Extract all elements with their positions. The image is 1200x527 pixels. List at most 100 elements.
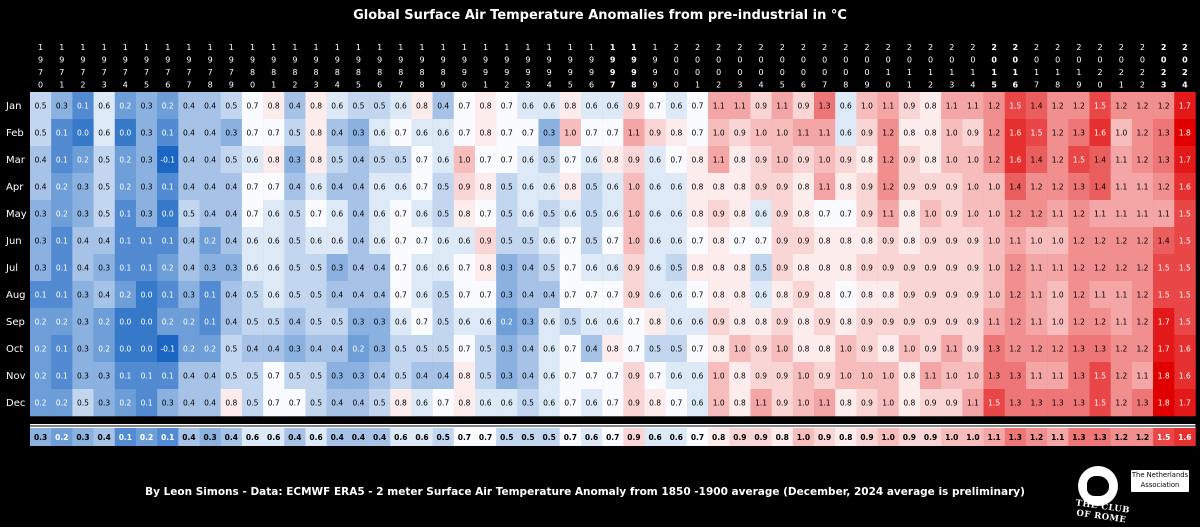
heatmap-cell (856, 200, 878, 228)
heatmap-cell (919, 173, 942, 201)
cell-value-label: 0.5 (437, 318, 449, 327)
heatmap-cell (602, 281, 624, 309)
cell-value-label: 0.2 (56, 210, 68, 219)
heatmap-cell (962, 227, 984, 255)
heatmap-cell (263, 146, 285, 174)
cell-value-label: 1.2 (1031, 183, 1043, 192)
year-label-digit: 7 (165, 68, 170, 77)
heatmap-cell (750, 281, 772, 309)
heatmap-cell (93, 92, 116, 120)
cell-value-label: 0.9 (861, 345, 873, 354)
cell-value-label: 0.7 (840, 291, 852, 300)
heatmap-cell (220, 227, 243, 255)
heatmap-cell (135, 173, 158, 201)
cell-value-label: 0.6 (395, 318, 407, 327)
cell-value-label: 0.9 (755, 372, 767, 381)
cell-value-label: 1.4 (1094, 183, 1106, 192)
heatmap-cell (284, 227, 306, 255)
heatmap-cell (1110, 362, 1133, 390)
year-label-digit: 4 (759, 81, 764, 90)
cell-value-label: 1.0 (755, 129, 767, 138)
year-label-digit: 9 (102, 56, 107, 65)
cell-value-label: 0.4 (352, 237, 364, 246)
heatmap-cell (1047, 335, 1069, 363)
annual-value-label: 0.8 (776, 433, 789, 442)
heatmap-cell (135, 281, 158, 309)
cell-value-label: 0.7 (458, 264, 470, 273)
cell-value-label: 0.8 (840, 183, 852, 192)
cell-value-label: 1.2 (1073, 264, 1085, 273)
cell-value-label: 0.7 (522, 129, 534, 138)
year-label-digit: 9 (631, 56, 637, 65)
heatmap-cell (1068, 362, 1090, 390)
heatmap-cell (580, 335, 603, 363)
heatmap-cell (729, 146, 751, 174)
year-label-digit: 0 (864, 68, 869, 77)
heatmap-cell (30, 335, 52, 363)
annual-cell (941, 428, 963, 446)
heatmap-cell (199, 308, 222, 336)
heatmap-cell (284, 200, 306, 228)
heatmap-cell (941, 389, 963, 417)
year-label-digit: 1 (462, 43, 467, 52)
heatmap-cell (644, 254, 666, 282)
heatmap-cell (347, 308, 370, 336)
heatmap-cell (178, 92, 200, 120)
cell-value-label: 0.6 (374, 183, 386, 192)
cell-value-label: 1.5 (1179, 237, 1191, 246)
heatmap-cell (559, 173, 582, 201)
year-label-digit: 9 (589, 68, 594, 77)
cell-value-label: 0.6 (543, 399, 555, 408)
cell-value-label: 0.1 (56, 345, 68, 354)
heatmap-cell (199, 146, 222, 174)
cell-value-label: 0.4 (352, 210, 364, 219)
heatmap-cell (411, 389, 433, 417)
cell-value-label: 0.2 (35, 399, 47, 408)
cell-value-label: 0.8 (713, 183, 725, 192)
heatmap-cell (983, 308, 1006, 336)
cell-value-label: 0.3 (141, 156, 153, 165)
cell-value-label: 1.1 (1052, 210, 1064, 219)
cell-value-label: 0.4 (331, 345, 343, 354)
heatmap-cell (919, 92, 942, 120)
heatmap-cell (941, 227, 963, 255)
cell-value-label: 1.2 (988, 156, 1000, 165)
cell-value-label: 0.2 (35, 345, 47, 354)
heatmap-cell (30, 389, 52, 417)
cell-value-label: 0.7 (607, 129, 619, 138)
cell-value-label: 0.7 (607, 372, 619, 381)
cell-value-label: 1.0 (861, 372, 873, 381)
cell-value-label: 0.6 (649, 264, 661, 273)
annual-value-label: 0.6 (394, 433, 407, 442)
heatmap-cell (157, 146, 179, 174)
cell-value-label: 1.1 (1158, 210, 1170, 219)
year-label-digit: 1 (441, 43, 446, 52)
cell-value-label: 0.6 (395, 183, 407, 192)
heatmap-cell (941, 335, 963, 363)
cell-value-label: 1.0 (819, 156, 831, 165)
heatmap-cell (1174, 335, 1196, 363)
year-label-digit: 1 (653, 43, 658, 52)
heatmap-cell (496, 119, 518, 147)
heatmap-cell (814, 146, 836, 174)
cell-value-label: 1.2 (1009, 210, 1021, 219)
cell-value-label: 0.7 (586, 372, 598, 381)
cell-value-label: 0.9 (946, 291, 958, 300)
cell-value-label: 0.3 (77, 210, 89, 219)
heatmap-cell (369, 200, 391, 228)
cell-value-label: 0.6 (522, 210, 534, 219)
heatmap-cell (51, 200, 73, 228)
heatmap-cell (453, 119, 476, 147)
heatmap-cell (326, 389, 349, 417)
annual-value-label: 0.3 (203, 433, 216, 442)
cell-value-label: 0.7 (692, 291, 704, 300)
month-label: Apr (6, 182, 24, 193)
cell-value-label: 0.8 (861, 291, 873, 300)
year-label-digit: 3 (1161, 81, 1167, 90)
heatmap-cell (1089, 227, 1111, 255)
heatmap-cell (538, 146, 561, 174)
heatmap-cell (1131, 389, 1154, 417)
cell-value-label: 0.2 (204, 237, 216, 246)
heatmap-cell (835, 281, 857, 309)
heatmap-cell (72, 119, 94, 147)
